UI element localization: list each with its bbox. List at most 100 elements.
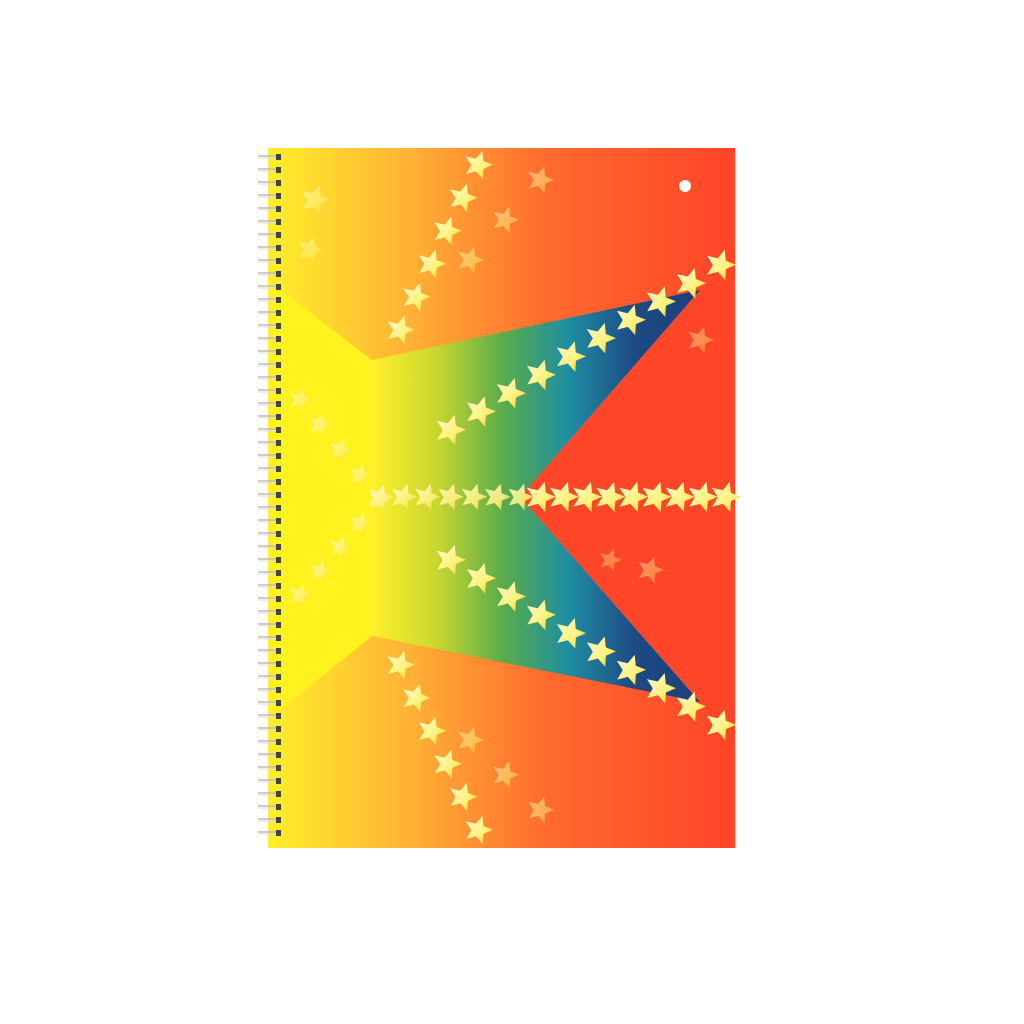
star-icon: [642, 481, 672, 513]
spiral-ring: [258, 245, 281, 251]
spiral-ring: [258, 206, 281, 212]
star-icon: [528, 796, 554, 824]
star-icon: [619, 481, 649, 513]
spiral-ring: [258, 674, 281, 680]
star-icon: [688, 481, 718, 513]
star-icon: [676, 268, 706, 299]
spiral-ring: [258, 219, 281, 225]
spiral-ring: [258, 791, 281, 797]
spiral-ring: [258, 349, 281, 355]
spiral-ring: [258, 154, 281, 160]
star-icon: [638, 556, 664, 584]
star-icon: [711, 481, 741, 513]
star-icon: [676, 691, 706, 722]
star-icon: [688, 326, 714, 354]
spiral-ring: [258, 817, 281, 823]
spiral-ring: [258, 752, 281, 758]
star-icon: [350, 463, 372, 487]
star-icon: [387, 650, 415, 680]
star-icon: [616, 304, 646, 336]
spiral-ring: [258, 544, 281, 550]
spiral-ring: [258, 310, 281, 316]
spiral-ring: [258, 414, 281, 420]
star-icon: [290, 583, 312, 607]
star-icon: [450, 782, 478, 812]
spiral-ring: [258, 583, 281, 589]
star-icon: [466, 563, 496, 594]
spiral-ring: [258, 297, 281, 303]
star-icon: [403, 282, 431, 312]
star-icon: [646, 286, 676, 317]
spiral-ring: [258, 700, 281, 706]
star-icon: [550, 481, 580, 513]
spiral-ring: [258, 557, 281, 563]
star-icon: [403, 683, 431, 713]
spiral-ring: [258, 492, 281, 498]
star-icon: [706, 709, 736, 741]
spiral-ring: [258, 609, 281, 615]
star-icon: [508, 483, 534, 511]
star-icon: [493, 206, 519, 234]
spiral-ring: [258, 596, 281, 602]
spiral-ring: [258, 362, 281, 368]
spiral-ring: [258, 375, 281, 381]
star-icon: [556, 341, 586, 372]
star-icon: [458, 246, 484, 274]
spiral-ring: [258, 466, 281, 472]
spiral-ring: [258, 440, 281, 446]
star-icon: [436, 414, 466, 446]
star-icon: [418, 249, 447, 279]
spiral-ring: [258, 804, 281, 810]
star-icon: [526, 599, 556, 631]
spiral-ring: [258, 570, 281, 576]
star-icon: [586, 323, 616, 354]
star-icon: [310, 559, 332, 583]
star-icon: [556, 618, 586, 649]
star-icon: [330, 438, 352, 462]
spiral-ring: [258, 427, 281, 433]
spiral-ring: [258, 518, 281, 524]
star-icon: [466, 396, 496, 427]
spiral-ring: [258, 336, 281, 342]
spiral-ring: [258, 648, 281, 654]
spiral-ring: [258, 661, 281, 667]
star-icon: [528, 166, 554, 194]
star-icon: [330, 536, 352, 559]
star-icon: [301, 184, 331, 216]
star-icon: [465, 150, 493, 180]
spiral-ring: [258, 479, 281, 485]
star-icon: [573, 481, 603, 513]
star-icon: [616, 654, 646, 686]
spiral-ring: [258, 726, 281, 732]
star-icon: [526, 481, 556, 513]
star-icon: [465, 815, 493, 845]
spiral-ring: [258, 713, 281, 719]
spiral-ring: [258, 323, 281, 329]
spiral-ring: [258, 193, 281, 199]
star-icon: [665, 481, 695, 513]
spiral-ring: [258, 830, 281, 836]
star-icon: [434, 216, 462, 246]
star-icon: [485, 483, 511, 511]
spiral-ring: [258, 167, 281, 173]
spiral-ring: [258, 401, 281, 407]
star-icon: [596, 481, 626, 513]
star-icon: [370, 488, 392, 512]
star-pattern: [290, 150, 741, 845]
star-icon: [310, 413, 332, 437]
spiral-ring: [258, 765, 281, 771]
spiral-ring: [258, 258, 281, 264]
spiral-ring: [258, 778, 281, 784]
star-icon: [438, 483, 464, 511]
star-icon: [418, 716, 447, 746]
star-icon: [646, 673, 676, 704]
spiral-ring: [258, 635, 281, 641]
star-icon: [350, 512, 372, 536]
spiral-ring: [258, 531, 281, 537]
spiral-ring: [258, 687, 281, 693]
star-icon: [493, 761, 519, 789]
star-icon: [458, 726, 484, 754]
spiral-ring: [258, 180, 281, 186]
spiral-ring: [258, 739, 281, 745]
